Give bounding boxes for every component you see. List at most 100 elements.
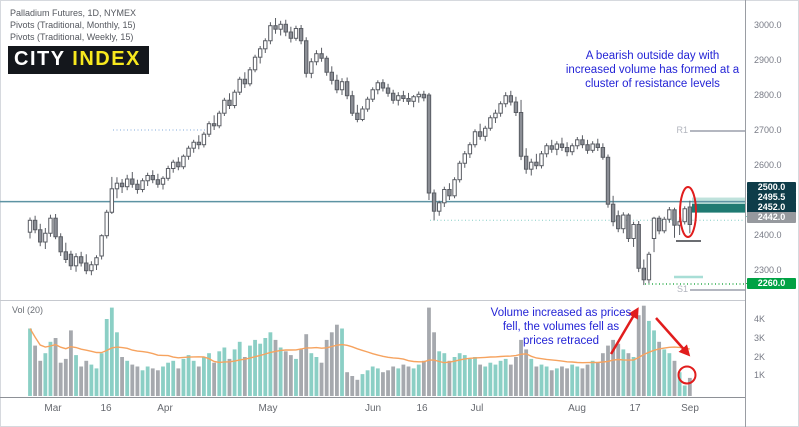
volume-bar-up [662, 349, 667, 396]
pivot-r1-label: R1 [676, 125, 688, 135]
volume-bar-up [253, 339, 257, 396]
volume-bar-up [544, 366, 549, 396]
volume-bar-down [69, 330, 73, 396]
candle-down [273, 25, 278, 30]
candle-down [78, 256, 84, 264]
volume-bar-up [411, 368, 416, 396]
candle-down [324, 57, 329, 73]
candle-up [365, 98, 370, 110]
candle-up [375, 82, 381, 91]
time-tick-label: Sep [681, 403, 699, 414]
candle-down [242, 78, 248, 85]
volume-bar-up [570, 364, 575, 396]
candle-down [585, 144, 590, 151]
volume-bar-up [575, 366, 580, 396]
candle-down [687, 206, 693, 225]
candle-down [150, 175, 155, 181]
candle-down [401, 95, 406, 99]
volume-indicator-label[interactable]: Vol (20) [12, 305, 44, 315]
volume-bar-up [89, 364, 94, 396]
volume-tick-label: 3K [754, 333, 766, 343]
candle-down [355, 112, 360, 120]
price-chart-pane[interactable]: Palladium Futures, 1D, NYMEX Pivots (Tra… [0, 0, 745, 300]
candle-up [621, 214, 626, 230]
candle-up [503, 95, 508, 105]
indicator-legend-weekly-pivots[interactable]: Pivots (Traditional, Weekly, 15) [10, 32, 134, 42]
volume-bar-down [335, 324, 339, 396]
volume-bar-up [631, 357, 636, 396]
pivot-s1-label: S1 [676, 284, 688, 294]
volume-bar-up [28, 328, 32, 396]
bearish-outside-day-annotation: A bearish outside day with increased vol… [565, 50, 740, 90]
volume-bar-down [565, 368, 569, 396]
candle-down [155, 179, 161, 185]
volume-bar-down [288, 355, 293, 396]
candle-up [27, 219, 33, 233]
volume-bar-up [473, 357, 477, 396]
candle-down [53, 217, 58, 238]
candle-down [130, 178, 135, 185]
candle-down [406, 98, 411, 102]
volume-bar-down [324, 339, 329, 396]
volume-bar-down [606, 345, 610, 396]
volume-bar-down [585, 364, 590, 396]
volume-pane[interactable]: Vol (20) Volume increased as prices fell… [0, 300, 745, 398]
resistance-band-upper [692, 197, 745, 204]
symbol-legend[interactable]: Palladium Futures, 1D, NYMEX [10, 8, 137, 18]
candle-down [421, 93, 427, 99]
candle-down [283, 23, 288, 33]
volume-bar-up [488, 362, 493, 396]
volume-bar-down [636, 315, 641, 396]
volume-tick-label: 4K [754, 314, 766, 324]
price-axis[interactable]: 3000.0 2900.0 2800.0 2700.0 2600.0 2400.0 2300… [745, 0, 799, 427]
volume-bar-up [171, 360, 176, 396]
volume-bar-up [104, 319, 109, 396]
candle-down [334, 79, 340, 91]
time-tick-label: Jul [470, 403, 484, 414]
volume-bar-down [58, 362, 63, 396]
candlestick-chart[interactable] [0, 0, 745, 300]
candle-up [181, 155, 186, 168]
volume-bar-up [483, 366, 488, 396]
candle-up [160, 177, 166, 185]
volume-bar-down [406, 366, 411, 396]
volume-bar-down [447, 360, 452, 396]
candle-up [109, 188, 115, 213]
candle-up [222, 99, 227, 114]
candle-up [416, 93, 421, 98]
candle-up [493, 112, 498, 119]
candle-up [145, 175, 150, 182]
candle-down [426, 94, 432, 194]
volume-bar-down [427, 307, 431, 396]
indicator-legend-monthly-pivots[interactable]: Pivots (Traditional, Monthly, 15) [10, 20, 136, 30]
volume-bar-down [514, 357, 518, 396]
volume-chart[interactable] [0, 301, 745, 397]
candle-down [636, 224, 641, 269]
price-label-badge: 2260.0 [747, 277, 796, 289]
time-tick-label: May [258, 403, 278, 414]
price-label-badge: 2495.5 [747, 191, 796, 203]
volume-bar-up [529, 358, 534, 396]
volume-bar-down [130, 364, 135, 396]
candle-up [411, 96, 416, 102]
candle-down [513, 101, 519, 113]
volume-bar-down [53, 338, 58, 396]
volume-bar-up [467, 358, 472, 396]
volume-bar-down [273, 339, 278, 396]
candle-up [539, 153, 544, 167]
candle-down [447, 189, 452, 197]
candle-down [616, 215, 621, 230]
time-axis[interactable]: Mar 16 Apr May Jun 16 Jul Aug 17 Sep [0, 397, 745, 427]
candle-down [390, 92, 396, 101]
volume-bar-up [258, 343, 263, 396]
volume-bar-up [652, 330, 656, 396]
candle-up [309, 61, 314, 74]
candle-up [263, 40, 268, 50]
volume-tick-label: 2K [754, 352, 766, 362]
volume-bar-down [38, 360, 43, 396]
candle-up [651, 217, 657, 239]
candle-down [298, 28, 304, 42]
candle-down [610, 203, 616, 223]
candle-down [211, 123, 217, 127]
volume-bar-down [616, 343, 621, 396]
